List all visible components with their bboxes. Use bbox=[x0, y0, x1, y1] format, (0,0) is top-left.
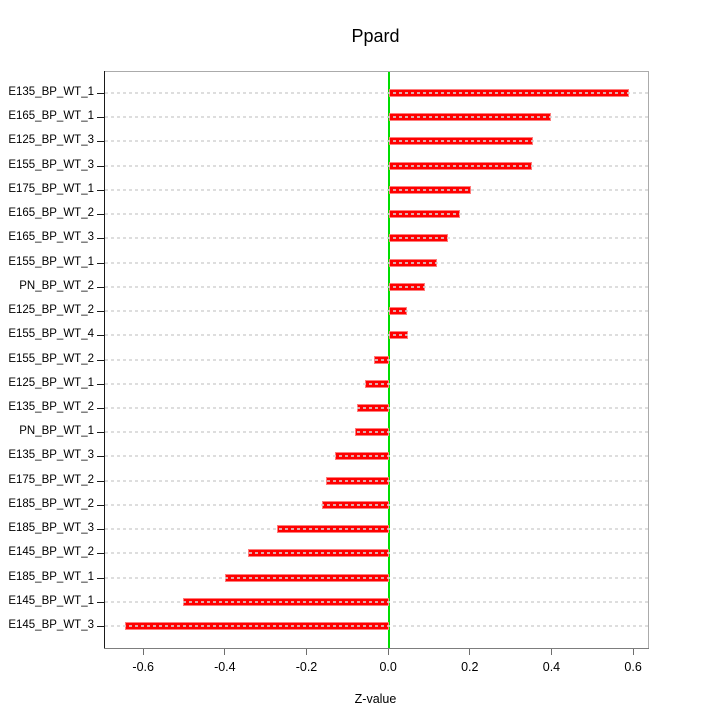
y-tick-label: E135_BP_WT_3 bbox=[8, 449, 94, 462]
y-tick bbox=[97, 529, 105, 531]
y-tick bbox=[97, 407, 105, 409]
y-tick bbox=[97, 262, 105, 264]
grid-line bbox=[105, 576, 648, 579]
y-tick-label: PN_BP_WT_1 bbox=[19, 425, 94, 438]
x-tick bbox=[306, 649, 307, 655]
y-tick-label: E185_BP_WT_3 bbox=[8, 522, 94, 535]
y-tick-label: E145_BP_WT_2 bbox=[8, 546, 94, 559]
y-tick-label: E135_BP_WT_1 bbox=[8, 86, 94, 98]
x-tick-label: 0.2 bbox=[461, 660, 479, 674]
grid-line bbox=[105, 455, 648, 458]
x-tick bbox=[632, 649, 634, 655]
y-tick-label: E155_BP_WT_1 bbox=[8, 255, 94, 268]
x-axis-title: Z-value bbox=[354, 692, 397, 706]
grid-line bbox=[105, 334, 648, 337]
grid-line bbox=[105, 92, 648, 94]
y-tick-label: E125_BP_WT_1 bbox=[8, 376, 94, 389]
x-tick bbox=[224, 649, 226, 655]
grid-line bbox=[105, 188, 648, 191]
y-tick-label: E125_BP_WT_2 bbox=[8, 304, 94, 317]
y-tick-label: E165_BP_WT_2 bbox=[8, 207, 94, 220]
grid-line bbox=[105, 503, 648, 506]
plot-area bbox=[97, 71, 649, 649]
y-tick bbox=[97, 238, 105, 240]
y-tick-label: E165_BP_WT_3 bbox=[8, 231, 94, 244]
y-tick bbox=[97, 141, 105, 143]
x-tick-label: 0.4 bbox=[542, 660, 561, 674]
grid-line bbox=[105, 261, 648, 264]
x-tick bbox=[142, 649, 144, 655]
y-tick-label: E145_BP_WT_3 bbox=[8, 619, 94, 631]
x-tick-label: 0.6 bbox=[624, 660, 642, 674]
x-tick-label: 0.0 bbox=[379, 660, 397, 674]
y-tick bbox=[97, 504, 105, 506]
grid-line bbox=[105, 528, 648, 531]
y-tick bbox=[97, 335, 105, 337]
grid-line bbox=[105, 285, 648, 288]
x-tick-label: -0.4 bbox=[214, 660, 236, 674]
y-tick-label: E185_BP_WT_2 bbox=[8, 497, 94, 510]
y-tick bbox=[97, 601, 105, 603]
grid-line bbox=[105, 116, 648, 119]
y-tick-label: E175_BP_WT_2 bbox=[8, 473, 94, 486]
grid-line bbox=[105, 213, 648, 216]
y-tick bbox=[97, 165, 105, 167]
y-tick-label: E135_BP_WT_2 bbox=[8, 400, 94, 413]
y-tick bbox=[97, 117, 105, 119]
x-tick bbox=[550, 649, 552, 655]
y-tick bbox=[97, 359, 105, 361]
y-tick-label: E145_BP_WT_1 bbox=[8, 594, 94, 607]
x-tick-label: -0.2 bbox=[295, 660, 318, 674]
y-tick-label: E165_BP_WT_1 bbox=[8, 110, 94, 123]
grid-line bbox=[105, 600, 648, 603]
y-tick bbox=[97, 189, 105, 191]
chart-title: Ppard bbox=[351, 26, 400, 46]
grid-line bbox=[105, 382, 648, 385]
y-tick-label: E155_BP_WT_4 bbox=[8, 328, 94, 341]
grid-line bbox=[105, 552, 648, 555]
grid-line bbox=[105, 140, 648, 143]
grid-line bbox=[105, 625, 648, 627]
grid-line bbox=[105, 431, 648, 434]
x-tick-label: -0.6 bbox=[132, 660, 154, 674]
grid-line bbox=[105, 479, 648, 482]
y-tick-label: PN_BP_WT_2 bbox=[19, 279, 94, 292]
y-tick bbox=[97, 383, 105, 385]
y-tick bbox=[97, 93, 105, 94]
y-tick-label: E125_BP_WT_3 bbox=[8, 134, 94, 147]
grid-line bbox=[105, 358, 648, 361]
y-tick bbox=[97, 214, 105, 216]
grid-line bbox=[105, 237, 648, 240]
y-tick-label: E185_BP_WT_1 bbox=[8, 570, 94, 583]
x-axis-line bbox=[104, 648, 649, 649]
grid-line bbox=[105, 406, 648, 409]
y-tick bbox=[97, 456, 105, 458]
y-tick bbox=[97, 577, 105, 579]
y-tick-label: E155_BP_WT_3 bbox=[8, 158, 94, 171]
grid-line bbox=[105, 164, 648, 167]
y-tick-label: E175_BP_WT_1 bbox=[8, 182, 94, 195]
x-tick bbox=[469, 649, 471, 655]
grid-line bbox=[105, 310, 648, 313]
y-tick bbox=[97, 626, 105, 627]
y-tick bbox=[97, 432, 105, 434]
y-tick bbox=[97, 311, 105, 313]
y-tick bbox=[97, 553, 105, 555]
x-tick bbox=[387, 649, 389, 655]
y-tick bbox=[97, 286, 105, 288]
y-tick bbox=[97, 480, 105, 482]
y-tick-label: E155_BP_WT_2 bbox=[8, 352, 94, 365]
